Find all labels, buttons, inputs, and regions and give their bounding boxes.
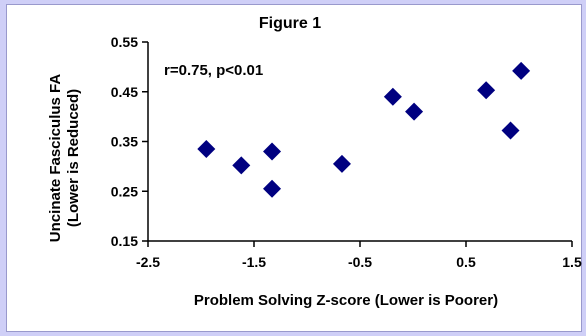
tick-marks: [142, 41, 573, 247]
y-tick-label: 0.25: [111, 183, 138, 199]
plot-panel: [6, 4, 582, 332]
data-point: [263, 142, 282, 161]
data-point: [501, 121, 520, 140]
data-point: [477, 81, 496, 100]
y-tick-label: 0.45: [111, 84, 138, 100]
y-tick-label: 0.35: [111, 134, 138, 150]
correlation-annotation: r=0.75, p<0.01: [164, 62, 263, 79]
y-tick-label: 0.15: [111, 233, 138, 249]
data-point: [405, 102, 424, 121]
x-tick-label: -2.5: [136, 254, 160, 270]
data-point: [332, 154, 351, 173]
data-point: [383, 87, 402, 106]
x-tick-label: -1.5: [242, 254, 266, 270]
y-axis-label-line1: Uncinate Fasciculus FA: [47, 74, 64, 243]
data-points: [197, 61, 531, 198]
x-axis-label: Problem Solving Z-score (Lower is Poorer…: [194, 292, 498, 309]
data-point: [263, 179, 282, 198]
chart-title: Figure 1: [259, 15, 321, 32]
data-point: [512, 61, 531, 80]
y-axis-label-line2: (Lower is Reduced): [65, 89, 82, 227]
x-tick-label: -0.5: [348, 254, 372, 270]
data-point: [232, 156, 251, 175]
x-tick-label: 1.5: [562, 254, 582, 270]
x-tick-label: 0.5: [456, 254, 476, 270]
data-point: [197, 139, 216, 158]
y-tick-label: 0.55: [111, 34, 138, 50]
